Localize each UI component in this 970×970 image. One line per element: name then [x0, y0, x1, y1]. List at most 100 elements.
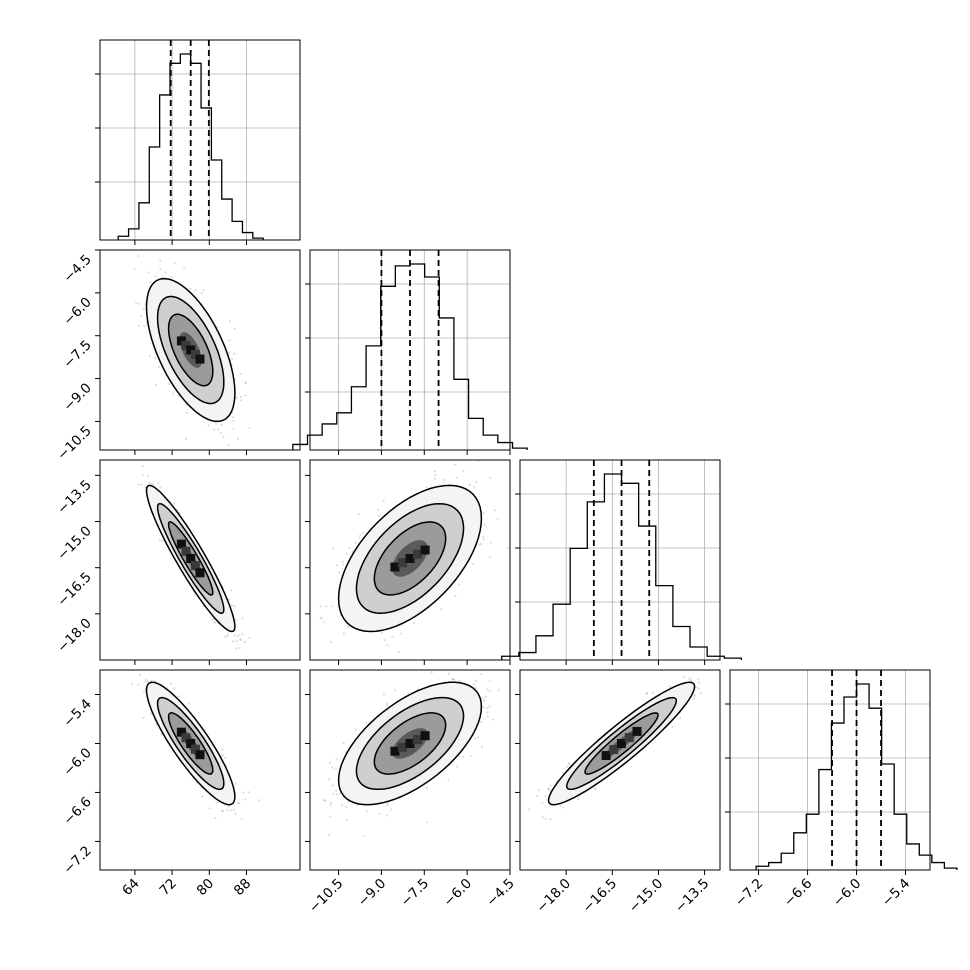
sample-point — [425, 787, 428, 790]
panel-frame — [519, 669, 721, 871]
density-core-block — [413, 735, 422, 745]
sample-point — [234, 812, 237, 816]
sample-point — [488, 689, 491, 692]
sample-point — [232, 419, 235, 423]
sample-point — [173, 262, 176, 265]
sample-point — [451, 678, 454, 681]
sample-point — [222, 435, 225, 439]
sample-point — [324, 799, 327, 802]
sample-point — [220, 809, 223, 812]
sample-point — [219, 431, 222, 435]
histogram-panel-1 — [292, 249, 528, 455]
density-core-block — [390, 562, 400, 572]
sample-point — [171, 392, 175, 395]
x-tick-label-3-3: −5.4 — [879, 876, 913, 910]
sample-point — [144, 678, 147, 681]
sample-point — [689, 679, 692, 682]
sample-point — [320, 617, 323, 620]
sample-point — [386, 814, 389, 817]
density-core-block — [186, 554, 196, 563]
sample-point — [363, 834, 366, 837]
sample-point — [385, 702, 389, 705]
sample-point — [239, 396, 242, 399]
sample-point — [378, 514, 381, 517]
sample-point — [697, 687, 700, 690]
x-tick-label-2-2: −15.0 — [626, 876, 667, 917]
sample-point — [152, 484, 155, 487]
sample-point — [233, 634, 236, 637]
sample-point — [537, 789, 541, 792]
sample-point — [484, 695, 488, 699]
y-tick-label-1-1: −9.0 — [60, 380, 94, 414]
density-content-2-1 — [319, 456, 509, 654]
histogram-panel-2 — [501, 459, 743, 665]
sample-point — [365, 810, 368, 813]
panel-frame — [309, 669, 511, 871]
sample-point — [135, 302, 138, 305]
sample-point — [211, 618, 214, 621]
density-core-block — [420, 731, 430, 741]
x-tick-label-1-1: −9.0 — [355, 876, 389, 910]
sample-point — [146, 679, 149, 683]
y-tick-label-1-0: −10.5 — [54, 423, 95, 464]
contour-line-3 — [145, 681, 236, 806]
density-core-block — [195, 750, 205, 760]
sample-point — [157, 365, 160, 369]
y-tick-label-3-2: −6.0 — [60, 745, 94, 779]
sample-point — [231, 604, 234, 607]
sample-point — [345, 552, 348, 555]
sample-point — [486, 715, 489, 718]
y-tick-label-1-4: −4.5 — [60, 252, 94, 286]
sample-point — [561, 806, 565, 809]
sample-point — [544, 817, 547, 820]
x-tick-label-0-1: 72 — [156, 876, 179, 899]
sample-point — [167, 382, 170, 385]
sample-point — [287, 783, 289, 785]
sample-point — [231, 640, 235, 643]
sample-point — [455, 765, 459, 768]
x-tick-label-2-0: −18.0 — [533, 876, 574, 917]
sample-point — [354, 541, 357, 545]
sample-point — [397, 650, 400, 654]
sample-point — [244, 394, 247, 397]
sample-point — [202, 289, 205, 292]
histogram-step-2 — [501, 473, 743, 660]
sample-point — [244, 381, 247, 384]
sample-point — [173, 502, 176, 505]
sample-point — [154, 357, 157, 360]
sample-point — [486, 688, 489, 691]
sample-point — [248, 426, 251, 429]
sample-point — [471, 563, 474, 566]
density-core-block — [186, 739, 196, 748]
panel-frame — [519, 459, 721, 661]
x-tick-label-3-1: −6.6 — [781, 876, 815, 910]
contour-line-2 — [355, 502, 465, 615]
sample-point — [482, 697, 485, 700]
sample-point — [482, 512, 485, 515]
panel-frame — [729, 669, 931, 871]
density-core-block — [398, 742, 407, 752]
sample-point — [239, 399, 242, 402]
sample-point — [319, 616, 322, 619]
sample-point — [506, 547, 509, 550]
sample-point — [432, 456, 434, 458]
sample-point — [184, 403, 187, 406]
sample-point — [354, 728, 357, 731]
sample-point — [345, 818, 349, 821]
sample-point — [473, 486, 476, 489]
sample-point — [164, 271, 167, 274]
sample-point — [138, 673, 142, 676]
sample-point — [139, 315, 142, 318]
density-core-block — [609, 745, 619, 754]
sample-point — [222, 754, 225, 757]
sample-point — [480, 720, 483, 723]
density-core-block — [181, 546, 191, 556]
sample-point — [594, 787, 597, 790]
sample-point — [328, 778, 331, 781]
sample-point — [248, 636, 251, 640]
sample-point — [693, 695, 696, 698]
density-core-block — [181, 341, 191, 350]
density-content-2-0 — [135, 460, 251, 650]
sample-point — [195, 781, 198, 784]
sample-point — [456, 665, 458, 667]
